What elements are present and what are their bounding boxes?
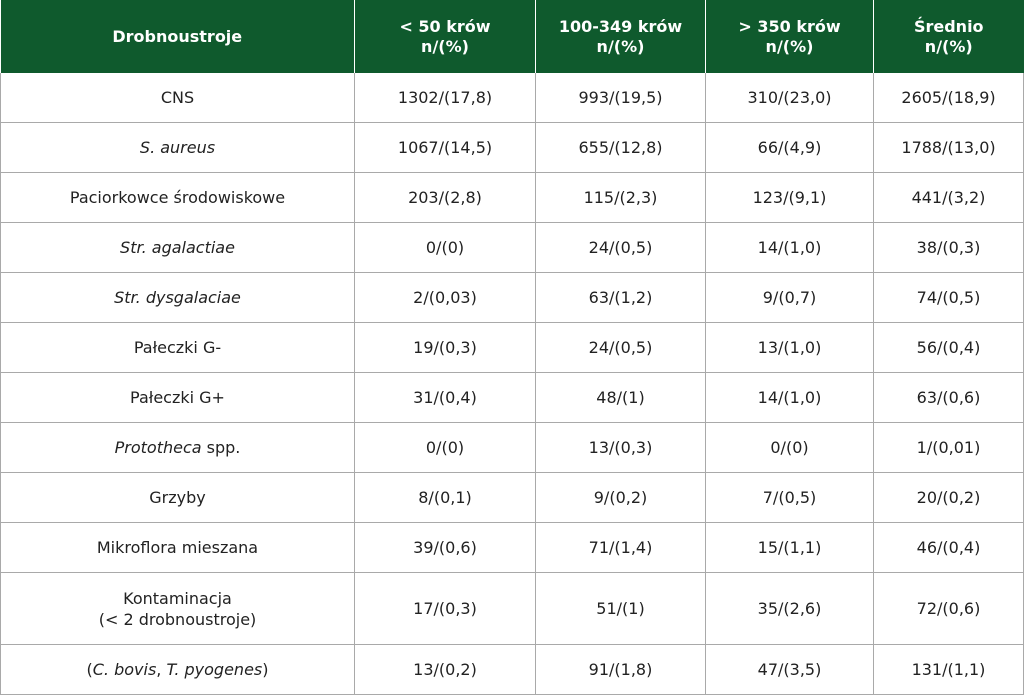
cell-average: 72/(0,6) [873, 572, 1024, 645]
row-label-italic: T. pyogenes [166, 660, 263, 679]
row-label-separator: , [156, 660, 167, 679]
row-label: Pałeczki G+ [0, 372, 355, 423]
row-label-paren-open: ( [86, 660, 93, 679]
row-label: (C. bovis, T. pyogenes) [0, 644, 355, 695]
cell-under-50: 13/(0,2) [354, 644, 536, 695]
header-row: Drobnoustroje < 50 krów n/(%) 100-349 kr… [0, 0, 1024, 73]
cell-under-50: 8/(0,1) [354, 472, 536, 523]
cell-over-350: 123/(9,1) [705, 172, 874, 223]
header-microorganisms: Drobnoustroje [0, 0, 355, 73]
cell-over-350: 13/(1,0) [705, 322, 874, 373]
cell-under-50: 17/(0,3) [354, 572, 536, 645]
table-row: Str. dysgalaciae 2/(0,03) 63/(1,2) 9/(0,… [0, 272, 1024, 323]
row-label: Mikroflora mieszana [0, 522, 355, 573]
cell-over-350: 14/(1,0) [705, 222, 874, 273]
row-label: Paciorkowce środowiskowe [0, 172, 355, 223]
row-label-paren-close: ) [262, 660, 269, 679]
table-row: Mikroflora mieszana 39/(0,6) 71/(1,4) 15… [0, 522, 1024, 573]
header-over-350-cows: > 350 krów n/(%) [705, 0, 874, 73]
cell-100-349: 71/(1,4) [535, 522, 706, 573]
cell-average: 38/(0,3) [873, 222, 1024, 273]
header-unit: n/(%) [765, 36, 814, 56]
cell-100-349: 24/(0,5) [535, 322, 706, 373]
cell-over-350: 0/(0) [705, 422, 874, 473]
cell-average: 1/(0,01) [873, 422, 1024, 473]
row-label: CNS [0, 73, 355, 123]
cell-under-50: 2/(0,03) [354, 272, 536, 323]
cell-under-50: 39/(0,6) [354, 522, 536, 573]
table-row: Kontaminacja (< 2 drobnoustroje) 17/(0,3… [0, 572, 1024, 645]
cell-average: 2605/(18,9) [873, 73, 1024, 123]
cell-average: 20/(0,2) [873, 472, 1024, 523]
row-label: Grzyby [0, 472, 355, 523]
table-row: Str. agalactiae 0/(0) 24/(0,5) 14/(1,0) … [0, 222, 1024, 273]
row-label: Pałeczki G- [0, 322, 355, 373]
header-unit: n/(%) [596, 36, 645, 56]
table-row: Prototheca spp. 0/(0) 13/(0,3) 0/(0) 1/(… [0, 422, 1024, 473]
header-under-50-cows: < 50 krów n/(%) [354, 0, 536, 73]
cell-100-349: 91/(1,8) [535, 644, 706, 695]
table-row: Grzyby 8/(0,1) 9/(0,2) 7/(0,5) 20/(0,2) [0, 472, 1024, 523]
cell-average: 46/(0,4) [873, 522, 1024, 573]
cell-100-349: 24/(0,5) [535, 222, 706, 273]
row-label-line: (< 2 drobnoustroje) [98, 609, 257, 629]
table-body: CNS 1302/(17,8) 993/(19,5) 310/(23,0) 26… [0, 73, 1024, 695]
table-row: S. aureus 1067/(14,5) 655/(12,8) 66/(4,9… [0, 122, 1024, 173]
row-label: Kontaminacja (< 2 drobnoustroje) [0, 572, 355, 645]
cell-100-349: 48/(1) [535, 372, 706, 423]
cell-over-350: 66/(4,9) [705, 122, 874, 173]
header-label: Średnio [913, 16, 984, 36]
row-label: Str. dysgalaciae [0, 272, 355, 323]
cell-average: 131/(1,1) [873, 644, 1024, 695]
header-unit: n/(%) [421, 36, 469, 56]
row-label-suffix: spp. [201, 438, 241, 457]
cell-over-350: 47/(3,5) [705, 644, 874, 695]
cell-over-350: 9/(0,7) [705, 272, 874, 323]
cell-average: 441/(3,2) [873, 172, 1024, 223]
cell-over-350: 7/(0,5) [705, 472, 874, 523]
header-unit: n/(%) [924, 36, 973, 56]
cell-100-349: 993/(19,5) [535, 73, 706, 123]
cell-average: 63/(0,6) [873, 372, 1024, 423]
cell-over-350: 310/(23,0) [705, 73, 874, 123]
table-row: CNS 1302/(17,8) 993/(19,5) 310/(23,0) 26… [0, 73, 1024, 123]
cell-under-50: 0/(0) [354, 422, 536, 473]
row-label: Str. agalactiae [0, 222, 355, 273]
row-label: S. aureus [0, 122, 355, 173]
table-header: Drobnoustroje < 50 krów n/(%) 100-349 kr… [0, 0, 1024, 73]
table-row: Pałeczki G+ 31/(0,4) 48/(1) 14/(1,0) 63/… [0, 372, 1024, 423]
cell-under-50: 203/(2,8) [354, 172, 536, 223]
row-label: Prototheca spp. [0, 422, 355, 473]
header-100-349-cows: 100-349 krów n/(%) [535, 0, 706, 73]
header-average: Średnio n/(%) [873, 0, 1024, 73]
cell-100-349: 655/(12,8) [535, 122, 706, 173]
row-label-italic: Prototheca [114, 438, 202, 457]
table-row: Pałeczki G- 19/(0,3) 24/(0,5) 13/(1,0) 5… [0, 322, 1024, 373]
header-label: 100-349 krów [558, 16, 683, 36]
cell-average: 74/(0,5) [873, 272, 1024, 323]
cell-100-349: 63/(1,2) [535, 272, 706, 323]
table-row: Paciorkowce środowiskowe 203/(2,8) 115/(… [0, 172, 1024, 223]
cell-over-350: 35/(2,6) [705, 572, 874, 645]
header-label: < 50 krów [399, 16, 491, 36]
cell-under-50: 0/(0) [354, 222, 536, 273]
cell-100-349: 51/(1) [535, 572, 706, 645]
cell-under-50: 1067/(14,5) [354, 122, 536, 173]
cell-under-50: 19/(0,3) [354, 322, 536, 373]
row-label-line: Kontaminacja [123, 588, 232, 608]
cell-over-350: 15/(1,1) [705, 522, 874, 573]
cell-under-50: 1302/(17,8) [354, 73, 536, 123]
cell-average: 56/(0,4) [873, 322, 1024, 373]
cell-100-349: 13/(0,3) [535, 422, 706, 473]
header-label: > 350 krów [738, 16, 841, 36]
header-label: Drobnoustroje [112, 26, 243, 46]
cell-over-350: 14/(1,0) [705, 372, 874, 423]
cell-100-349: 115/(2,3) [535, 172, 706, 223]
row-label-italic: C. bovis [92, 660, 157, 679]
cell-under-50: 31/(0,4) [354, 372, 536, 423]
cell-100-349: 9/(0,2) [535, 472, 706, 523]
table-row: (C. bovis, T. pyogenes) 13/(0,2) 91/(1,8… [0, 644, 1024, 695]
cell-average: 1788/(13,0) [873, 122, 1024, 173]
